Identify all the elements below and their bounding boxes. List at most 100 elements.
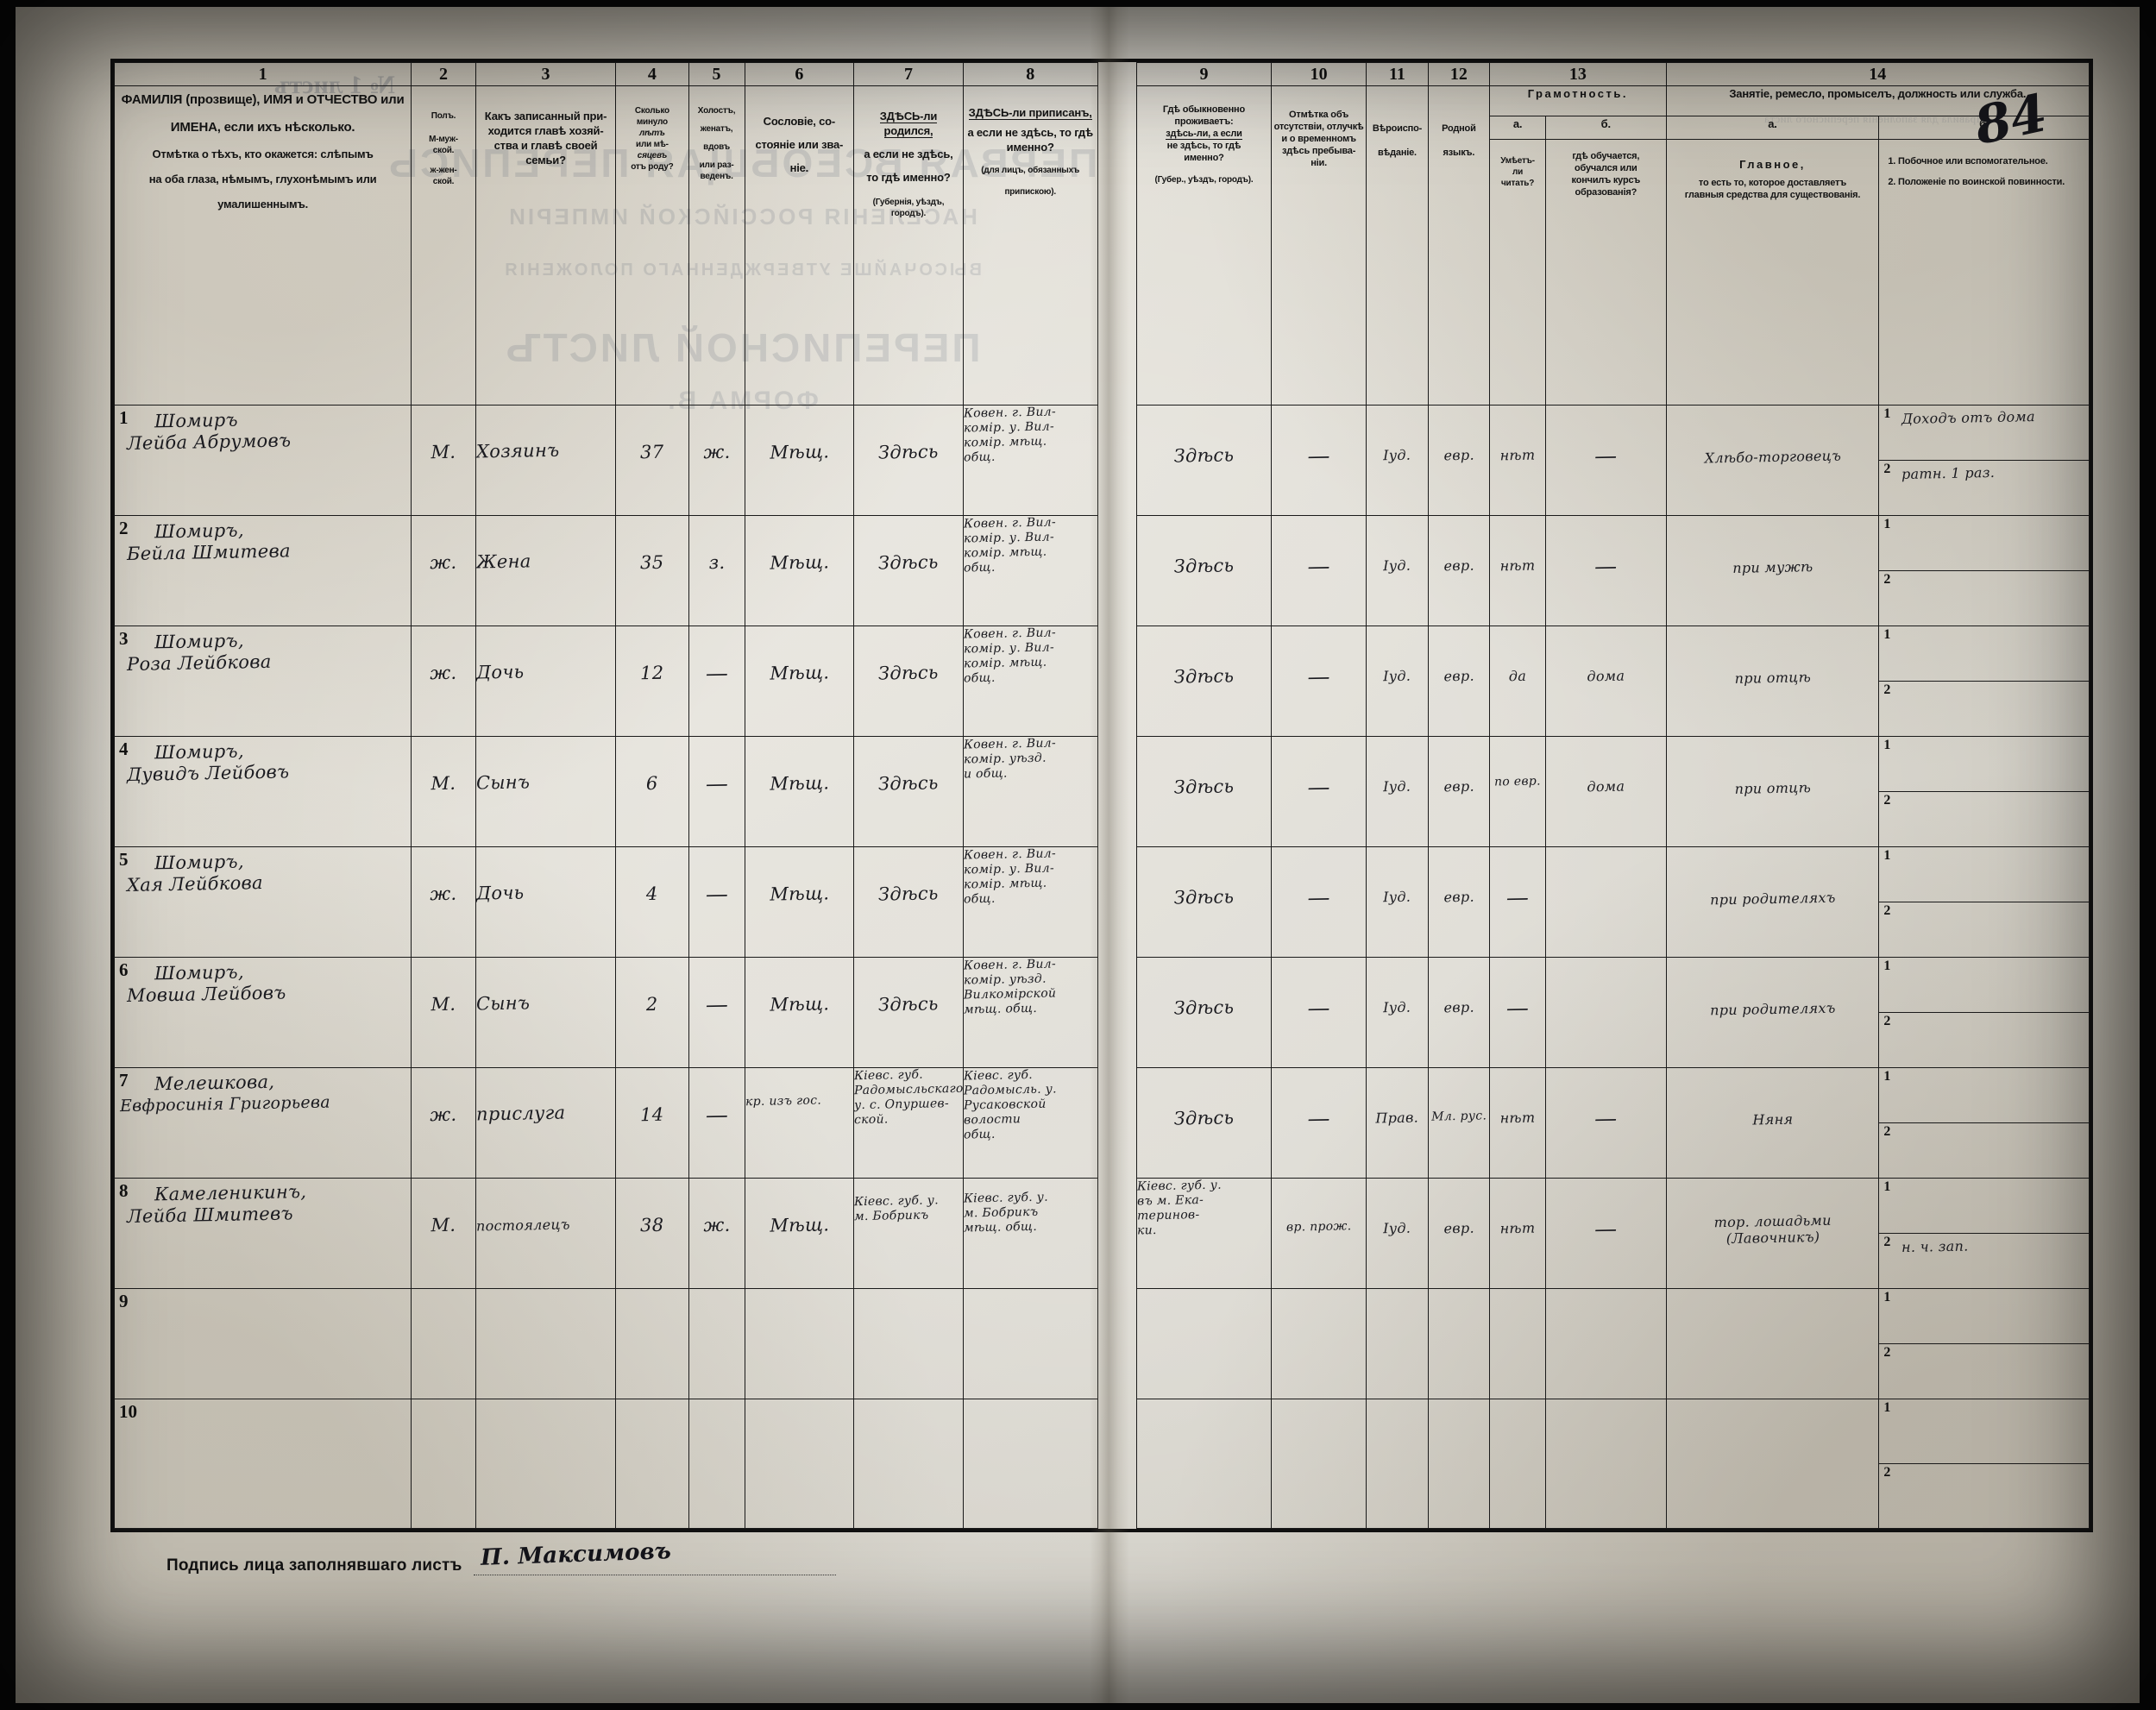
cell-marital[interactable] [688,1399,745,1529]
cell-occupation-side-2[interactable]: 2 [1883,1464,1891,1480]
cell-language[interactable]: евр. [1427,846,1491,958]
cell-relation[interactable]: постоялецъ [475,1178,617,1289]
cell-occupation-side-1[interactable]: 1 [1879,958,2089,1013]
cell-residence[interactable]: Здѣсь [1136,626,1272,737]
table-row[interactable]: 4 Шомиръ, Дувидъ Лейбовъ М. Сынъ 6 — Мѣщ… [113,736,2090,847]
cell-relation[interactable]: Сынъ [475,957,617,1068]
cell-marital[interactable]: — [688,957,745,1068]
cell-birthplace[interactable]: Здѣсь [853,515,964,626]
cell-literacy-reads[interactable]: нѣт [1489,515,1546,626]
cell-relation[interactable] [475,1288,617,1399]
cell-language[interactable]: евр. [1427,957,1491,1068]
cell-relation[interactable]: Сынъ [475,736,617,847]
cell-sex[interactable]: ж. [411,846,476,958]
cell-literacy-reads[interactable]: нѣт [1489,405,1546,516]
cell-birthplace[interactable] [853,1399,964,1529]
cell-religion[interactable]: Іуд. [1366,515,1429,626]
cell-absence[interactable]: — [1270,1067,1367,1179]
cell-age[interactable] [615,1399,689,1529]
cell-absence[interactable]: — [1270,957,1367,1068]
cell-occupation-main[interactable]: при отцѣ [1665,626,1880,737]
cell-estate[interactable]: Мѣщ. [744,405,855,516]
cell-registration[interactable] [962,1288,1098,1399]
cell-absence[interactable]: — [1270,515,1367,626]
cell-marital[interactable]: — [688,846,745,958]
cell-birthplace[interactable]: Кіевс. губ. Радомысльскаго у. с. Опуршев… [853,1067,964,1179]
cell-marital[interactable]: ж. [688,405,745,516]
cell-name[interactable]: 8 Камеленикинъ, Лейба Шмитевъ [113,1178,412,1289]
cell-estate[interactable]: Мѣщ. [744,846,855,958]
cell-absence[interactable]: — [1270,405,1367,516]
cell-name[interactable]: 4 Шомиръ, Дувидъ Лейбовъ [113,736,412,847]
cell-age[interactable]: 12 [615,626,689,737]
cell-age[interactable]: 14 [615,1067,689,1179]
cell-estate[interactable]: кр. изъ гос. [744,1067,855,1179]
cell-age[interactable]: 38 [615,1178,689,1289]
cell-estate[interactable]: Мѣщ. [744,736,855,847]
cell-name[interactable]: 9 [113,1288,412,1399]
cell-occupation-side[interactable]: 1 Доходъ отъ дома 2 ратн. 1 раз. [1878,405,2090,516]
cell-occupation-main[interactable] [1665,1288,1880,1399]
cell-occupation-side[interactable]: 1 2 [1878,1399,2090,1529]
cell-absence[interactable] [1270,1288,1367,1399]
signature-field[interactable]: П. Максимовъ [474,1538,837,1575]
cell-name[interactable]: 6 Шомиръ, Мовша Лейбовъ [113,957,412,1068]
cell-absence[interactable] [1270,1399,1367,1529]
cell-literacy-reads[interactable]: — [1489,846,1546,958]
cell-religion[interactable] [1366,1399,1429,1529]
table-row[interactable]: 5 Шомиръ, Хая Лейбкова ж. Дочь 4 — Мѣщ. … [113,846,2090,958]
cell-language[interactable] [1427,1399,1491,1529]
cell-occupation-side-1[interactable]: 1 [1879,626,2089,682]
cell-relation[interactable] [475,1399,617,1529]
cell-age[interactable]: 2 [615,957,689,1068]
cell-language[interactable]: евр. [1427,405,1491,516]
cell-registration[interactable]: Ковен. г. Вил- комір. уѣзд. и общ. [962,736,1098,847]
cell-literacy-school[interactable] [1545,846,1667,958]
cell-relation[interactable]: прислуга [475,1067,617,1179]
cell-registration[interactable]: Кіевс. губ. Радомысль. у. Русаковской во… [962,1067,1098,1179]
table-row[interactable]: 9 [113,1288,2090,1399]
cell-residence[interactable] [1136,1288,1272,1399]
cell-occupation-side-2[interactable]: 2 [1883,571,1891,587]
cell-language[interactable]: евр. [1427,626,1491,737]
cell-marital[interactable]: — [688,626,745,737]
cell-relation[interactable]: Дочь [475,846,617,958]
cell-occupation-side[interactable]: 1 2 н. ч. зап. [1878,1178,2090,1289]
cell-marital[interactable]: — [688,736,745,847]
cell-occupation-side-1[interactable]: 1 [1879,1289,2089,1344]
cell-age[interactable]: 6 [615,736,689,847]
cell-age[interactable]: 37 [615,405,689,516]
cell-literacy-reads[interactable]: по евр. [1489,736,1546,847]
cell-relation[interactable]: Дочь [475,626,617,737]
cell-literacy-reads[interactable]: нѣт [1489,1067,1546,1179]
cell-sex[interactable] [411,1288,476,1399]
cell-literacy-school[interactable]: дома [1545,626,1667,737]
cell-occupation-side-1[interactable]: 1 [1879,1179,2089,1234]
table-row[interactable]: 7 Мелешкова, Евфросинія Григорьева ж. пр… [113,1067,2090,1179]
cell-occupation-main[interactable]: Няня [1665,1067,1880,1179]
cell-occupation-side-2[interactable]: 2 [1883,1123,1891,1139]
cell-occupation-side-1[interactable]: 1 [1879,737,2089,792]
cell-language[interactable]: евр. [1427,515,1491,626]
cell-religion[interactable]: Іуд. [1366,405,1429,516]
cell-registration[interactable]: Ковен. г. Вил- комір. у. Вил- комір. мѣщ… [962,846,1098,958]
cell-registration[interactable]: Ковен. г. Вил- комір. у. Вил- комір. мѣщ… [962,626,1098,737]
cell-occupation-main[interactable]: тор. лошадьми (Лавочникъ) [1665,1178,1880,1289]
cell-registration[interactable]: Ковен. г. Вил- комір. у. Вил- комір. мѣщ… [962,405,1098,516]
cell-occupation-side-2[interactable]: 2 [1883,902,1891,918]
cell-estate[interactable]: Мѣщ. [744,515,855,626]
cell-residence[interactable]: Здѣсь [1136,957,1272,1068]
cell-absence[interactable]: — [1270,736,1367,847]
cell-absence[interactable]: вр. прож. [1270,1178,1367,1289]
cell-occupation-side-1[interactable]: 1 [1879,516,2089,571]
cell-marital[interactable]: ж. [688,1178,745,1289]
cell-estate[interactable] [744,1399,855,1529]
cell-language[interactable]: евр. [1427,736,1491,847]
cell-occupation-side[interactable]: 1 2 [1878,1288,2090,1399]
cell-birthplace[interactable]: Здѣсь [853,957,964,1068]
table-row[interactable]: 3 Шомиръ, Роза Лейбкова ж. Дочь 12 — Мѣщ… [113,626,2090,737]
cell-residence[interactable] [1136,1399,1272,1529]
cell-religion[interactable]: Іуд. [1366,626,1429,737]
cell-absence[interactable]: — [1270,846,1367,958]
cell-residence[interactable]: Здѣсь [1136,736,1272,847]
